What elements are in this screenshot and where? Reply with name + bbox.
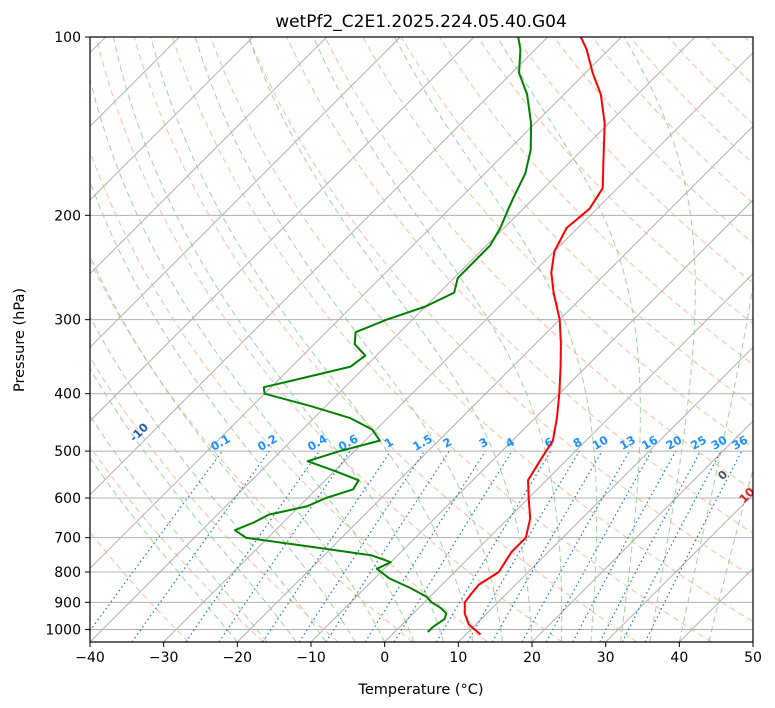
moist-adiabat xyxy=(90,414,268,642)
y-tick-label: 500 xyxy=(54,444,81,460)
dry-adiabat xyxy=(133,37,638,642)
moist-adiabat xyxy=(90,180,386,642)
moist-adiabat xyxy=(247,37,533,642)
mixing-ratio-line xyxy=(262,450,392,642)
mixing-ratio-line xyxy=(298,450,425,642)
x-tick-label: −10 xyxy=(296,650,326,666)
mixing-ratio-line xyxy=(393,450,513,642)
y-tick-label: 400 xyxy=(54,387,81,403)
isotherm xyxy=(605,493,753,642)
y-axis-title: Pressure (hPa) xyxy=(12,288,28,392)
y-tick-label: 900 xyxy=(54,595,81,611)
temperature-profile xyxy=(463,37,606,636)
mixing-ratio-label: 20 xyxy=(663,433,684,453)
mixing-ratio-line xyxy=(599,450,702,642)
isotherm xyxy=(90,37,475,422)
x-tick-label: −30 xyxy=(149,650,179,666)
moist-adiabat xyxy=(394,37,598,642)
dry-adiabat xyxy=(90,445,264,642)
mixing-ratio-label: 30 xyxy=(709,433,730,453)
moist-adiabat xyxy=(313,37,563,642)
x-tick-label: −20 xyxy=(223,650,253,666)
mixing-ratio-line xyxy=(185,450,320,642)
isotherm xyxy=(236,125,753,642)
moist-adiabat xyxy=(623,37,696,642)
isotherm xyxy=(384,272,753,642)
dry-adiabat xyxy=(515,37,753,284)
y-tick-label: 1000 xyxy=(45,622,81,638)
x-tick-label: −40 xyxy=(75,650,105,666)
x-tick-label: 10 xyxy=(449,650,467,666)
x-tick-label: 20 xyxy=(523,650,541,666)
moist-adiabat xyxy=(90,367,297,642)
mixing-ratio-label: 10 xyxy=(590,433,611,453)
moist-adiabat xyxy=(90,76,415,642)
y-tick-label: 600 xyxy=(54,491,81,507)
x-tick-label: 30 xyxy=(597,650,615,666)
moist-adiabat xyxy=(496,37,641,642)
mixing-ratio-label: 25 xyxy=(688,433,709,453)
isotherm xyxy=(90,37,622,570)
mixing-ratio-line xyxy=(466,450,580,642)
isotherm xyxy=(90,37,696,642)
isotherm xyxy=(90,37,254,201)
mixing-ratio-label: 16 xyxy=(639,433,660,453)
y-tick-label: 800 xyxy=(54,565,81,581)
mixing-ratio-line xyxy=(325,450,450,642)
profiles xyxy=(233,37,606,636)
x-tick-label: 40 xyxy=(670,650,688,666)
mixing-ratio-line xyxy=(572,450,677,642)
dry-adiabat xyxy=(629,37,753,165)
y-tick-label: 200 xyxy=(54,208,81,224)
dry-adiabat xyxy=(477,37,753,325)
y-tick-label: 700 xyxy=(54,531,81,547)
dry-adiabat xyxy=(210,37,753,623)
moist-adiabat xyxy=(90,254,356,642)
dry-adiabat xyxy=(248,37,753,578)
isotherm xyxy=(90,37,401,349)
dry-adiabat xyxy=(95,37,563,642)
mixing-ratio-line xyxy=(218,450,351,642)
dewpoint-profile xyxy=(233,37,533,633)
moist-adiabat xyxy=(708,467,753,642)
y-tick-label: 300 xyxy=(54,313,81,329)
dry-adiabat xyxy=(591,37,753,204)
moist-adiabat xyxy=(150,37,474,642)
dry-adiabat xyxy=(400,37,753,407)
chart-title: wetPf2_C2E1.2025.224.05.40.G04 xyxy=(275,12,567,32)
mixing-ratio-label: 36 xyxy=(729,433,750,453)
dry-adiabat xyxy=(362,37,753,449)
moist-adiabat xyxy=(194,37,503,642)
plot-frame xyxy=(89,36,754,643)
isotherm xyxy=(90,37,549,496)
mixing-ratio-label: 13 xyxy=(617,433,638,453)
mixing-ratio-line xyxy=(435,450,552,642)
dry-adiabat xyxy=(171,37,712,642)
x-tick-label: 0 xyxy=(380,650,389,666)
moist-adiabat xyxy=(90,315,327,642)
x-tick-label: 50 xyxy=(744,650,762,666)
y-tick-label: 100 xyxy=(54,30,81,46)
moist-adiabat xyxy=(678,282,753,642)
x-axis-title: Temperature (°C) xyxy=(357,682,483,698)
axis-ticks: −40 −30 −20 −10 0 10 20 30 40 50 100 200 300 400 500 60… xyxy=(45,30,762,666)
mixing-ratio-line xyxy=(364,450,486,642)
isotherm xyxy=(90,37,328,275)
